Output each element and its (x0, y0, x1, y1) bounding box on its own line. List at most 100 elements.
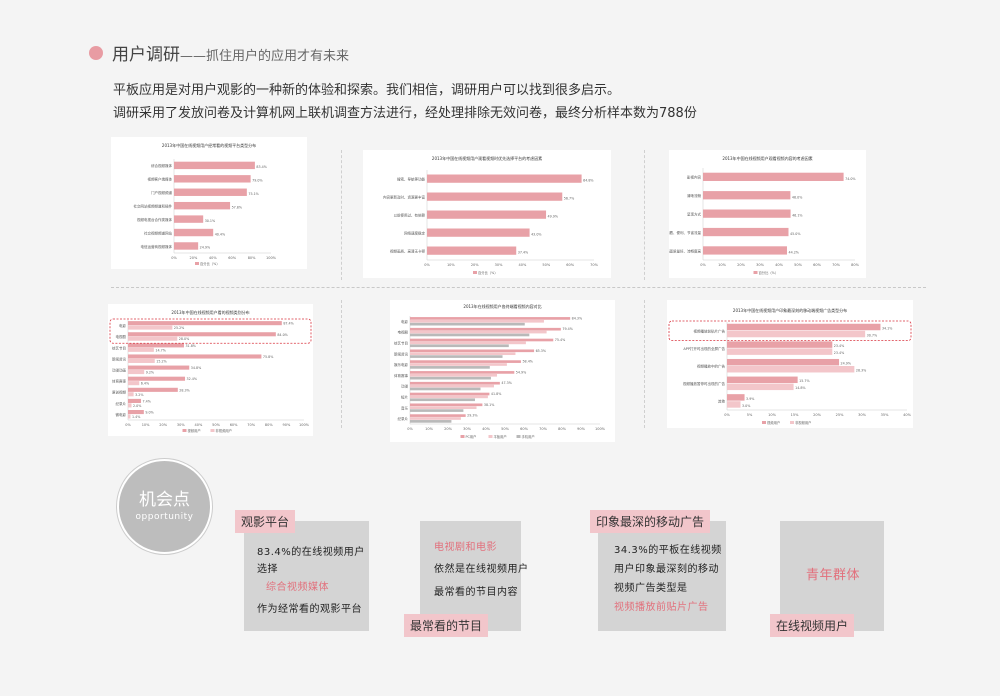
chart-bar (410, 344, 509, 348)
chart-category-label: 以前使用过、有依赖 (394, 213, 426, 218)
chart-bar (410, 420, 452, 423)
chart-data-label: 28.0% (179, 337, 189, 341)
chart-tick-label: 10% (768, 413, 776, 417)
chart-data-label: 24.9% (841, 362, 851, 366)
chart-legend-swatch (195, 262, 199, 265)
chart-bar (727, 330, 866, 338)
chart-category-label: 门户视频频道 (151, 190, 172, 195)
chart-data-label: 3.2% (135, 393, 143, 397)
chart-title: 2013年中国在线视频用户经常看的视频平台类型分布 (162, 142, 256, 148)
insight-card-text: 最常看的节目内容 (434, 587, 518, 598)
chart-tick-label: 90% (577, 427, 585, 431)
chart-data-label: 46.1% (792, 214, 802, 218)
opportunity-subtitle: opportunity (135, 512, 194, 522)
chart-category-label: 动漫动画 (112, 368, 126, 373)
intro-line-1: 平板应用是对用户观影的一种新的体验和探索。我们相信，调研用户可以找到很多启示。 (113, 83, 621, 98)
chart-svg: 2013年中国在线视频用户印象最深刻的移动端视频广告类型分布 0% 5% 10% 15%… (668, 307, 912, 425)
insight-card-highlight: 综合视频媒体 (266, 582, 329, 593)
chart-title: 2013年中国在线视频用户看的视频类别分布 (171, 309, 249, 315)
insight-card-text: 作为经常看的观影平台 (257, 604, 362, 615)
chart-data-label: 7.4% (143, 399, 151, 403)
insight-tag-programs: 最常看的节目 (404, 614, 489, 637)
chart-data-label: 75.4% (555, 338, 565, 342)
chart-bar (410, 363, 507, 366)
chart-tick-label: 10% (447, 263, 455, 267)
insight-card-highlight: 青年群体 (806, 568, 861, 583)
insight-card-mobile-ad (598, 521, 726, 631)
chart-title: 2013年中国在线视频用户观看视频时优先选择平台的考虑因素 (432, 155, 542, 161)
chart-bar (128, 358, 155, 363)
chart-bar (410, 376, 491, 380)
chart-bar (128, 325, 173, 330)
divider-vertical (341, 150, 342, 280)
chart-tick-label: 80% (248, 256, 256, 260)
chart-svg: 2013年在线视频用户各终端看视频内容对比 0% 10% 20% 30% 40% 50% 60… (394, 303, 606, 439)
chart-highlight-frame (109, 318, 312, 344)
chart-category-label: 社交网站视频频道和插件 (134, 204, 173, 209)
chart-tick-label: 40% (775, 263, 783, 267)
chart-data-label: 38.1% (484, 403, 494, 407)
chart-tick-label: 80% (558, 427, 566, 431)
chart-tick-label: 40% (482, 427, 490, 431)
chart-bar (410, 414, 466, 417)
chart-bar (410, 406, 477, 410)
chart-category-label: 视频画质、高清无卡顿 (390, 249, 425, 254)
chart-bar (410, 341, 526, 345)
chart-tick-label: 70% (247, 423, 255, 427)
chart-tick-label: 40% (519, 263, 527, 267)
divider-vertical (341, 300, 342, 428)
chart-bar (727, 394, 745, 401)
chart-tick-label: 20% (813, 413, 821, 417)
chart-data-label: 64.8% (583, 179, 593, 183)
chart-legend-swatch (516, 435, 521, 438)
chart-bar (128, 392, 134, 397)
chart-bar (174, 201, 231, 210)
chart-tick-label: 20% (444, 427, 452, 431)
chart-tick-label: 30% (858, 413, 866, 417)
chart-bar (410, 395, 488, 399)
insight-card-highlight: 电视剧和电影 (434, 542, 497, 553)
insight-tag-mobile-ad: 印象最深的移动广告 (590, 510, 711, 533)
chart-bar (128, 321, 282, 326)
chart-tick-label: 0% (125, 423, 131, 427)
chart-data-label: 56.7% (564, 197, 574, 201)
chart-tick-label: 30% (463, 427, 471, 431)
chart-category-label: 视频播放中的广告 (697, 364, 725, 369)
chart-data-label: 44.2% (788, 251, 798, 255)
chart-tick-label: 10% (718, 263, 726, 267)
chart-data-label: 25.2% (174, 326, 184, 330)
chart-category-label: 电视剧 (398, 330, 409, 335)
chart-bar (174, 175, 251, 183)
chart-bar (410, 409, 464, 412)
chart-bar (174, 215, 204, 223)
chart-tick-label: 70% (539, 427, 547, 431)
chart-bar (727, 323, 881, 331)
opportunity-title: 机会点 (139, 490, 190, 510)
chart-tick-label: 25% (836, 413, 844, 417)
chart-category-label: 新闻资讯 (112, 356, 126, 361)
chart-data-label: 84.0% (277, 333, 287, 337)
chart-bar (427, 210, 547, 219)
chart-bar (703, 191, 791, 200)
chart-tick-label: 100% (595, 427, 606, 431)
chart-terminal-comparison: 2013年在线视频用户各终端看视频内容对比 0% 10% 20% 30% 40% 50% 60… (390, 300, 615, 442)
chart-bar (727, 341, 833, 348)
chart-legend-label: 百分比（%） (200, 261, 220, 266)
chart-category-label: 微电影 (116, 412, 127, 417)
chart-bar (128, 398, 142, 403)
chart-tick-label: 0% (171, 256, 177, 260)
opportunity-badge: 机会点 opportunity (117, 459, 212, 554)
chart-category-label: 网络速度稳定 (404, 231, 425, 236)
chart-tick-label: 0% (724, 413, 730, 417)
chart-title: 2013年中国在线视频用户印象最深刻的移动端视频广告类型分布 (733, 307, 847, 313)
chart-bar (410, 330, 547, 334)
insight-card-highlight: 视频播放前贴片广告 (614, 602, 709, 613)
chart-data-label: 34.8% (191, 366, 201, 370)
chart-bar (703, 172, 844, 181)
chart-legend-label: 百分比（%） (759, 270, 779, 275)
chart-category-label: 原创视频 (112, 390, 126, 395)
chart-bar (128, 347, 154, 352)
chart-data-label: 32.4% (187, 377, 197, 381)
chart-category-label: 电影 (401, 319, 409, 324)
chart-category-label: 内容更新及时、资源更丰富 (383, 195, 425, 200)
